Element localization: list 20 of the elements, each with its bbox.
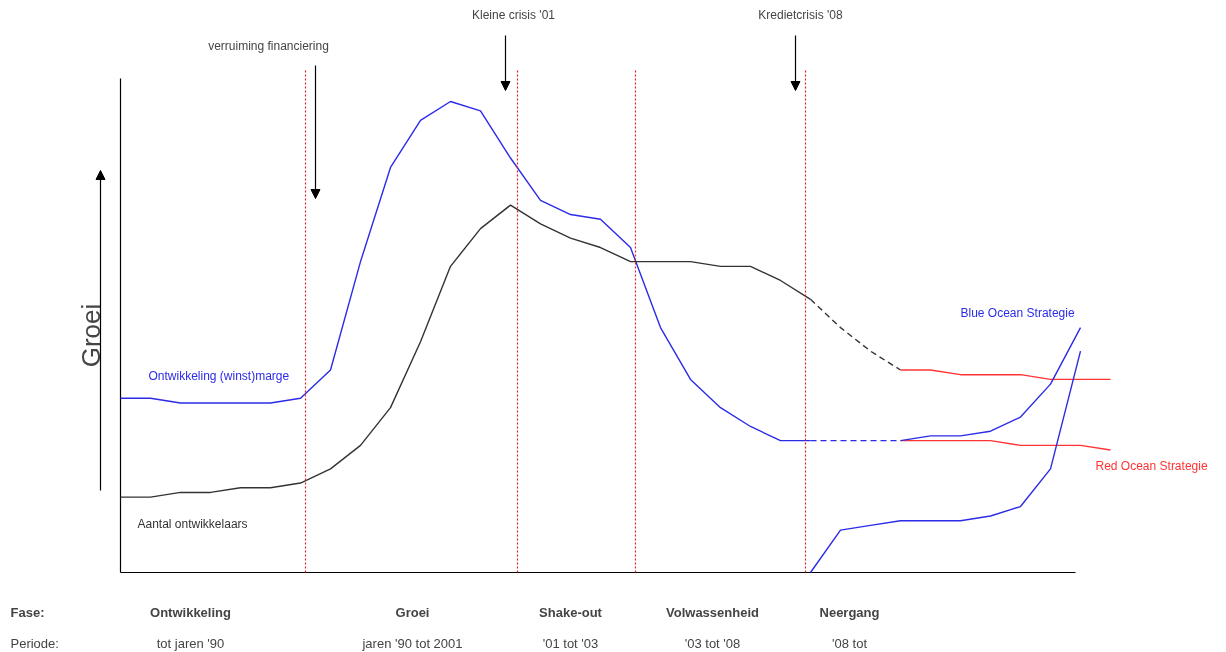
text: Volwassenheid [666, 605, 760, 620]
text: verruiming financiering [208, 38, 329, 53]
text: Neergang [819, 605, 880, 620]
series-label: Red Ocean Strategie [1095, 458, 1208, 473]
series-label: Aantal ontwikkelaars [137, 516, 248, 531]
text: '01 tot '03 [542, 636, 599, 651]
text: tot jaren '90 [156, 636, 225, 651]
text: Kleine crisis '01 [472, 7, 556, 22]
text: jaren '90 tot 2001 [361, 636, 463, 651]
text: Fase: [10, 605, 45, 620]
series-label: Ontwikkeling (winst)marge [148, 368, 290, 383]
series-label: Blue Ocean Strategie [960, 305, 1075, 320]
text: '08 tot [832, 636, 868, 651]
y-axis-title: Groei [75, 303, 106, 368]
text: Shake-out [539, 605, 603, 620]
text: Kredietcrisis '08 [758, 7, 843, 22]
text: '03 tot '08 [684, 636, 741, 651]
text: Periode: [10, 636, 59, 651]
text: Ontwikkeling [150, 605, 232, 620]
text: Groei [395, 605, 430, 620]
